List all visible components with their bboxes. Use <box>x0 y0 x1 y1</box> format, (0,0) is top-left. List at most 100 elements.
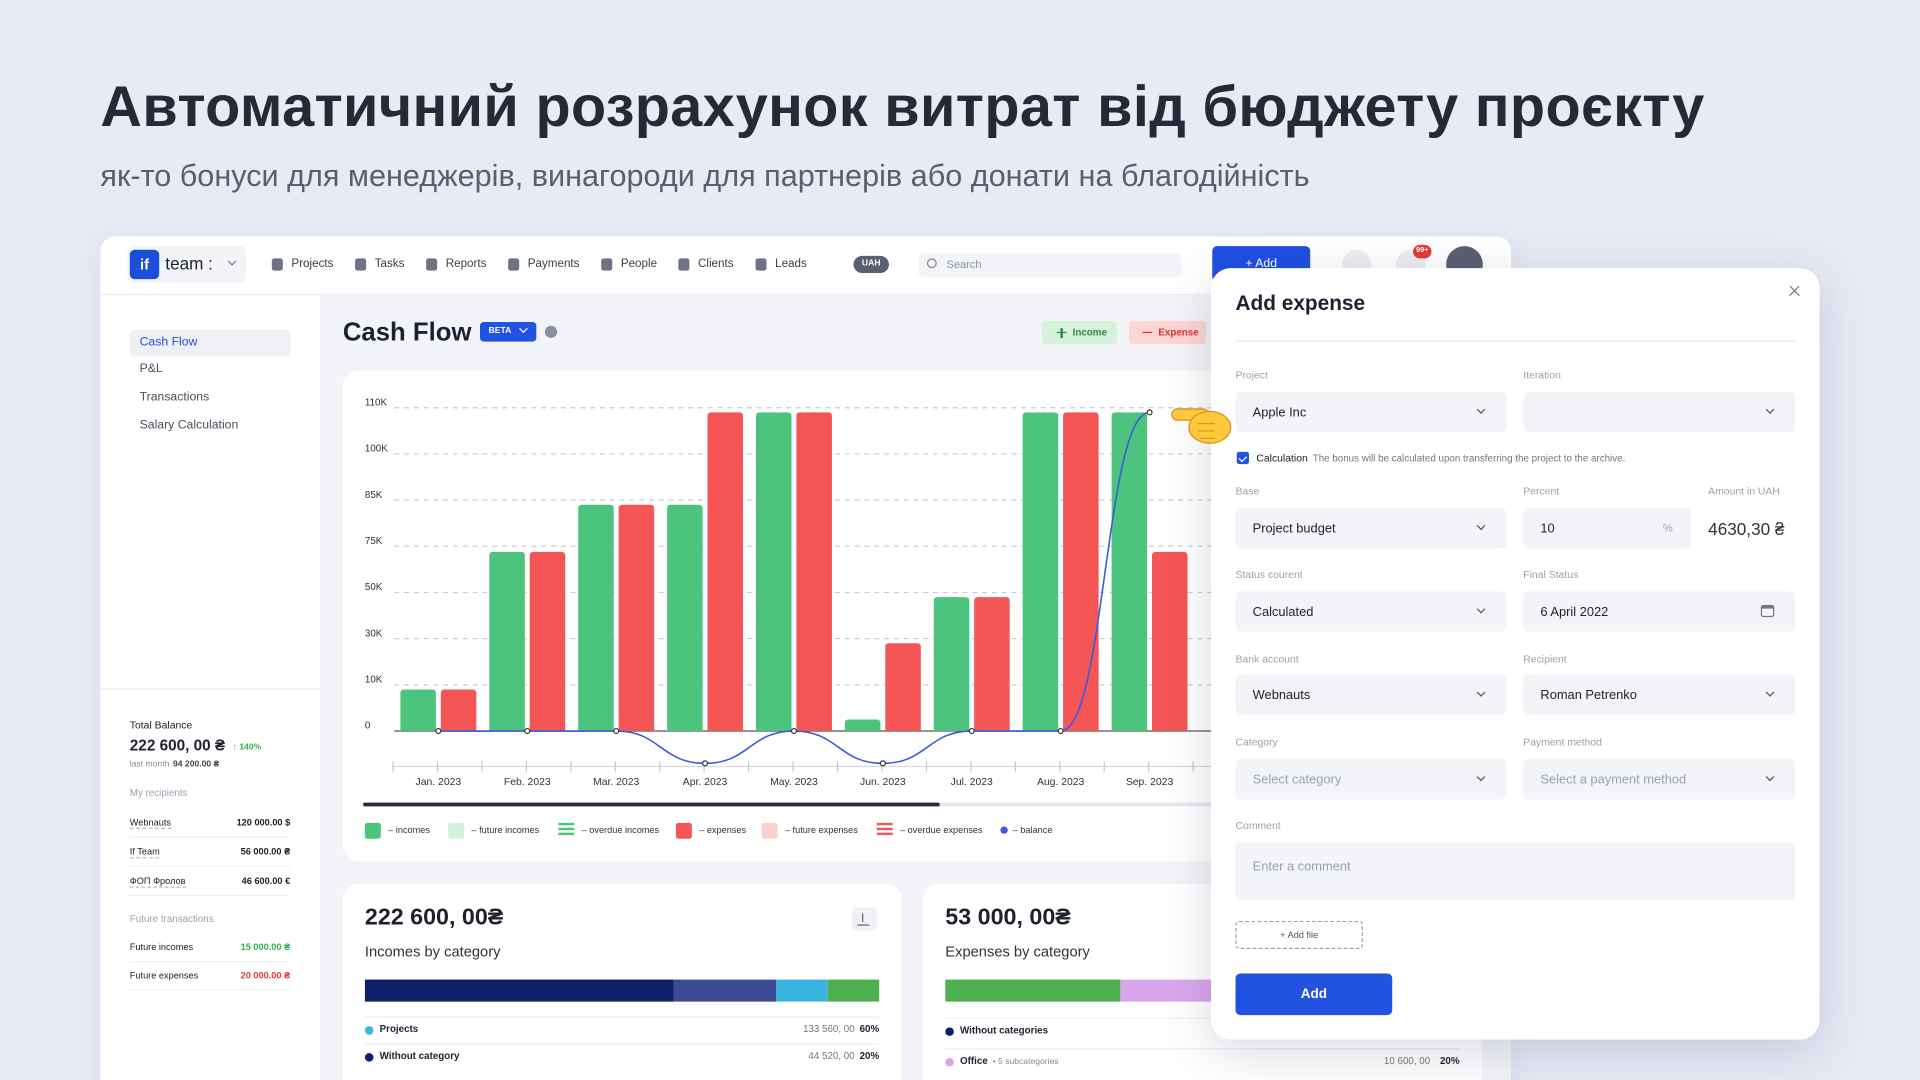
recipient-amount: 46 600.00 € <box>241 875 291 888</box>
checkbox[interactable] <box>1236 451 1249 465</box>
select-field[interactable] <box>1235 759 1507 800</box>
row-divider <box>945 1017 1460 1019</box>
sidebar-menu-item[interactable]: Transactions <box>139 390 210 404</box>
download-base <box>857 924 870 927</box>
expense-button[interactable] <box>1128 320 1207 345</box>
search-placeholder: Search <box>946 258 982 271</box>
select-field[interactable] <box>1523 391 1796 433</box>
select-field[interactable] <box>1523 759 1796 800</box>
modal-title: Add expense <box>1235 290 1366 315</box>
submit-button[interactable] <box>1235 973 1393 1016</box>
amount-value: 4630,30 ₴ <box>1708 518 1785 539</box>
select-value: Calculated <box>1252 604 1314 619</box>
search-box[interactable] <box>918 253 1182 277</box>
category-label: Without categories <box>960 1024 1049 1036</box>
calculation-label: Calculation <box>1256 452 1308 465</box>
category-segment <box>1120 979 1224 1002</box>
category-dot <box>945 1057 954 1067</box>
comment-placeholder: Enter a comment <box>1252 859 1351 875</box>
nav-item[interactable]: People <box>620 257 658 271</box>
add-file-button[interactable] <box>1235 920 1363 949</box>
nav-item[interactable]: Reports <box>445 257 487 271</box>
select-value: Webnauts <box>1252 687 1311 703</box>
category-name: Office • 5 subcategories <box>960 1056 1059 1069</box>
field-label: Percent <box>1523 484 1560 497</box>
row-divider <box>129 989 291 991</box>
future-amount: 15 000.00 ₴ <box>240 942 291 954</box>
future-name: Future incomes <box>129 942 194 954</box>
search-icon <box>926 258 937 269</box>
income-button[interactable] <box>1042 320 1117 345</box>
category-amount: 133 560, 00 <box>802 1023 855 1035</box>
field-label: Project <box>1235 368 1268 381</box>
calculation: Calculation The bonus will be calculated … <box>1256 452 1625 465</box>
field-label: Bank account <box>1235 652 1299 665</box>
category-share: 60% <box>859 1023 880 1035</box>
nav-icon <box>755 258 767 271</box>
category-name: Projects <box>380 1024 419 1036</box>
logo <box>129 249 160 280</box>
date-input[interactable] <box>1523 591 1796 632</box>
nav-item[interactable]: Projects <box>291 257 334 271</box>
category-label: Without category <box>379 1050 460 1062</box>
download-button[interactable] <box>852 907 877 931</box>
category-share: 20% <box>859 1050 880 1062</box>
select-field[interactable] <box>1235 591 1507 632</box>
row-divider <box>364 1043 880 1045</box>
calculation-note: The bonus will be calculated upon transf… <box>1312 453 1626 465</box>
currency: UAH <box>861 259 881 268</box>
workspace-name[interactable]: team : <box>165 253 213 274</box>
nav-item[interactable]: Tasks <box>374 257 405 271</box>
field-label: Iteration <box>1523 368 1561 381</box>
select-field[interactable] <box>1523 674 1796 716</box>
last-month: last month 94 200.00 ₴ <box>130 760 219 770</box>
nav-item[interactable]: Payments <box>527 257 580 271</box>
category-name: Without categories <box>960 1025 1048 1037</box>
category-share: 20% <box>1439 1055 1460 1067</box>
beta-badge[interactable] <box>480 322 537 342</box>
select-field[interactable] <box>1235 674 1507 716</box>
page-subtitle: як-то бонуси для менеджерів, винагороди … <box>100 158 1310 193</box>
sidebar-menu-item[interactable]: Salary Calculation <box>139 418 239 432</box>
field-label: Comment <box>1235 818 1281 832</box>
card-total: 53 000, 00₴ <box>945 905 1071 931</box>
page-title: Автоматичний розрахунок витрат від бюдже… <box>100 73 1705 139</box>
row-divider <box>129 865 291 867</box>
balance-growth: ↑ 140% <box>232 743 262 753</box>
row-divider <box>945 1048 1460 1050</box>
nav-item[interactable]: Clients <box>697 257 734 271</box>
sidebar-menu-item[interactable]: Cash Flow <box>139 335 198 349</box>
future-amount: 20 000.00 ₴ <box>240 970 291 982</box>
category-label: Projects <box>379 1023 419 1035</box>
row-divider <box>129 961 291 963</box>
sidebar-section-divider <box>100 688 321 690</box>
category-segment <box>364 979 674 1002</box>
sidebar-menu-item[interactable]: P&L <box>139 362 163 376</box>
select-field[interactable] <box>1235 391 1507 433</box>
future-name: Future expenses <box>129 970 199 982</box>
category-amount: 10 600, 00 <box>1383 1055 1431 1067</box>
notification-count: 99+ <box>1416 247 1429 255</box>
select-field[interactable] <box>1235 508 1507 549</box>
card-title: Expenses by category <box>945 942 1090 960</box>
recipients-label: My recipients <box>129 787 188 799</box>
select-value: Select a payment method <box>1540 772 1687 787</box>
currency-pill[interactable] <box>853 255 889 274</box>
select-value: Apple Inc <box>1252 404 1307 420</box>
percent-input[interactable] <box>1523 508 1692 549</box>
balance-value: 222 600, 00 ₴ <box>129 737 226 755</box>
recipient-name: ФОП Фролов <box>129 875 186 889</box>
comment-textarea[interactable] <box>1235 842 1796 901</box>
last-month-value: 94 200.00 ₴ <box>173 760 220 769</box>
card-total: 222 600, 00₴ <box>364 905 504 931</box>
nav-icon <box>271 258 283 271</box>
future-label: Future transactions <box>129 913 214 925</box>
nav-divider <box>100 293 1512 296</box>
nav-icon <box>426 258 438 271</box>
category-note: • 5 subcategories <box>992 1057 1059 1067</box>
nav-item[interactable]: Leads <box>775 257 807 271</box>
field-label: Amount in UAH <box>1708 484 1780 497</box>
info-icon <box>544 325 558 338</box>
category-segment <box>776 979 828 1002</box>
